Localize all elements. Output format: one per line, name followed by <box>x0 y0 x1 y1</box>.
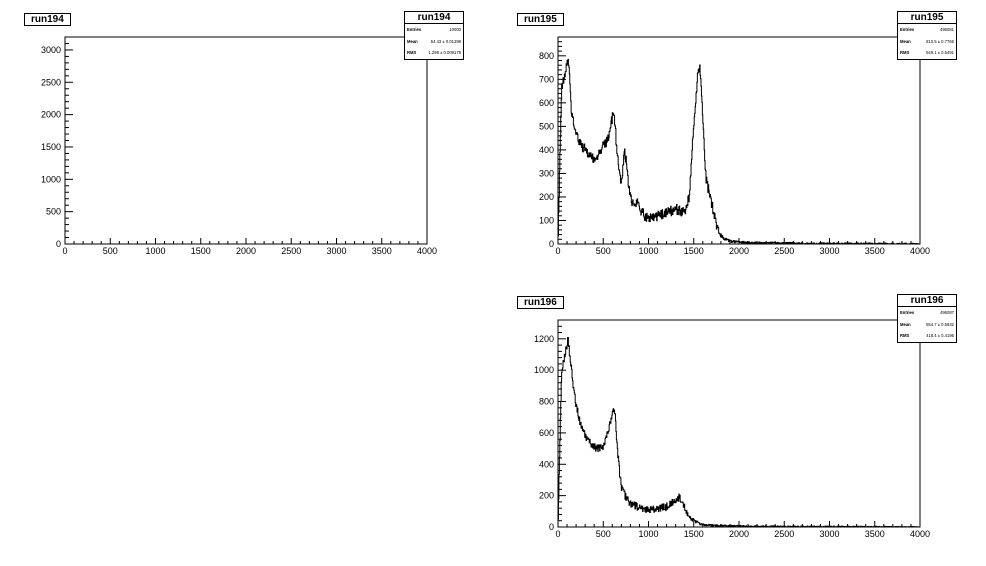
x-tick-label: 1500 <box>191 246 211 256</box>
y-tick-label: 700 <box>539 74 554 84</box>
x-tick-label: 3000 <box>819 529 839 539</box>
stats-mean-label: Mean <box>900 321 911 327</box>
x-tick-label: 4000 <box>417 246 437 256</box>
stats-rms-value: 418.4 ± 0.4195 <box>926 333 954 338</box>
run195-stats-box: run195 Entries 496081 Mean 810.5 ± 0.776… <box>897 11 957 60</box>
stats-title: run194 <box>405 12 463 24</box>
y-tick-label: 800 <box>539 397 554 407</box>
plot-frame <box>557 36 921 245</box>
stats-entries-row: Entries 496081 <box>898 24 956 36</box>
x-tick-label: 2000 <box>729 529 749 539</box>
x-tick-label: 2500 <box>774 246 794 256</box>
run194-chart: 0 500 1000 1500 2000 2500 3000 3500 4000 0 500 1000… <box>41 36 437 256</box>
x-tick-label: 2000 <box>236 246 256 256</box>
x-tick-label: 0 <box>62 246 67 256</box>
stats-entries-value: 10000 <box>449 27 461 32</box>
stats-entries-label: Entries <box>900 310 915 315</box>
x-tick-label: 500 <box>596 246 611 256</box>
x-tick-label: 3000 <box>326 246 346 256</box>
y-tick-label: 300 <box>539 168 554 178</box>
stats-entries-row: Entries 10000 <box>405 24 463 36</box>
stats-mean-value: 810.5 ± 0.7766 <box>926 38 954 44</box>
run194-title: run194 <box>24 13 71 26</box>
x-tick-label: 4000 <box>910 246 930 256</box>
stats-rms-row: RMS 1.298 ± 0.009179 <box>405 47 463 59</box>
stats-mean-row: Mean 54.43 ± 0.01298 <box>405 36 463 48</box>
y-tick-label: 0 <box>549 239 554 249</box>
histogram-line <box>557 58 920 245</box>
stats-rms-label: RMS <box>407 50 417 55</box>
x-tick-label: 0 <box>555 246 560 256</box>
x-tick-label: 500 <box>596 529 611 539</box>
y-tick-label: 400 <box>539 459 554 469</box>
y-tick-label: 2500 <box>41 77 61 87</box>
stats-mean-row: Mean 554.7 ± 0.5932 <box>898 319 956 331</box>
stats-title: run196 <box>898 295 956 307</box>
run196-chart: 0 500 1000 1500 2000 2500 3000 3500 4000 0 200 400 6… <box>534 319 930 539</box>
x-tick-label: 2500 <box>774 529 794 539</box>
stats-mean-label: Mean <box>407 38 418 44</box>
y-tick-label: 800 <box>539 51 554 61</box>
stats-rms-value: 1.298 ± 0.009179 <box>428 50 461 55</box>
y-tick-label: 3000 <box>41 45 61 55</box>
stats-rms-row: RMS 549.1 ± 0.5491 <box>898 47 956 59</box>
run195-title: run195 <box>517 13 564 26</box>
stats-entries-value: 496087 <box>940 310 954 315</box>
y-tick-label: 500 <box>539 121 554 131</box>
stats-mean-row: Mean 810.5 ± 0.7766 <box>898 36 956 48</box>
stats-entries-row: Entries 496087 <box>898 307 956 319</box>
x-tick-label: 0 <box>555 529 560 539</box>
histogram-line <box>557 336 920 528</box>
x-tick-label: 2500 <box>281 246 301 256</box>
stats-title: run195 <box>898 12 956 24</box>
run196-stats-box: run196 Entries 496087 Mean 554.7 ± 0.593… <box>897 294 957 343</box>
y-tick-label: 1000 <box>534 365 554 375</box>
stats-rms-label: RMS <box>900 333 910 338</box>
stats-rms-value: 549.1 ± 0.5491 <box>926 50 954 55</box>
y-tick-label: 400 <box>539 145 554 155</box>
stats-entries-label: Entries <box>900 27 915 32</box>
y-tick-label: 1200 <box>534 334 554 344</box>
stats-mean-value: 554.7 ± 0.5932 <box>926 321 954 327</box>
x-tick-label: 3500 <box>372 246 392 256</box>
y-tick-label: 200 <box>539 491 554 501</box>
plot-frame <box>64 36 428 245</box>
stats-mean-label: Mean <box>900 38 911 44</box>
y-tick-label: 0 <box>56 239 61 249</box>
y-tick-label: 2000 <box>41 110 61 120</box>
histogram-line <box>64 36 428 244</box>
run196-title: run196 <box>517 296 564 309</box>
stats-mean-value: 54.43 ± 0.01298 <box>430 38 461 44</box>
plot-frame <box>557 319 921 528</box>
y-tick-label: 1000 <box>41 174 61 184</box>
run195-chart: 0 500 1000 1500 2000 2500 3000 3500 4000 0 100 200 3… <box>539 36 930 256</box>
x-tick-label: 1000 <box>638 246 658 256</box>
x-tick-label: 500 <box>103 246 118 256</box>
x-tick-label: 2000 <box>729 246 749 256</box>
y-tick-label: 200 <box>539 192 554 202</box>
y-tick-label: 0 <box>549 522 554 532</box>
run194-stats-box: run194 Entries 10000 Mean 54.43 ± 0.0129… <box>404 11 464 60</box>
x-tick-label: 3000 <box>819 246 839 256</box>
y-tick-label: 1500 <box>41 142 61 152</box>
y-tick-label: 500 <box>46 207 61 217</box>
y-tick-label: 100 <box>539 215 554 225</box>
stats-rms-label: RMS <box>900 50 910 55</box>
x-tick-label: 1500 <box>684 529 704 539</box>
stats-entries-value: 496081 <box>940 27 954 32</box>
x-tick-label: 1000 <box>638 529 658 539</box>
stats-entries-label: Entries <box>407 27 422 32</box>
x-tick-label: 3500 <box>865 246 885 256</box>
x-tick-label: 1500 <box>684 246 704 256</box>
x-tick-label: 1000 <box>145 246 165 256</box>
y-tick-label: 600 <box>539 428 554 438</box>
x-tick-label: 4000 <box>910 529 930 539</box>
x-tick-label: 3500 <box>865 529 885 539</box>
y-tick-label: 600 <box>539 98 554 108</box>
stats-rms-row: RMS 418.4 ± 0.4195 <box>898 330 956 342</box>
